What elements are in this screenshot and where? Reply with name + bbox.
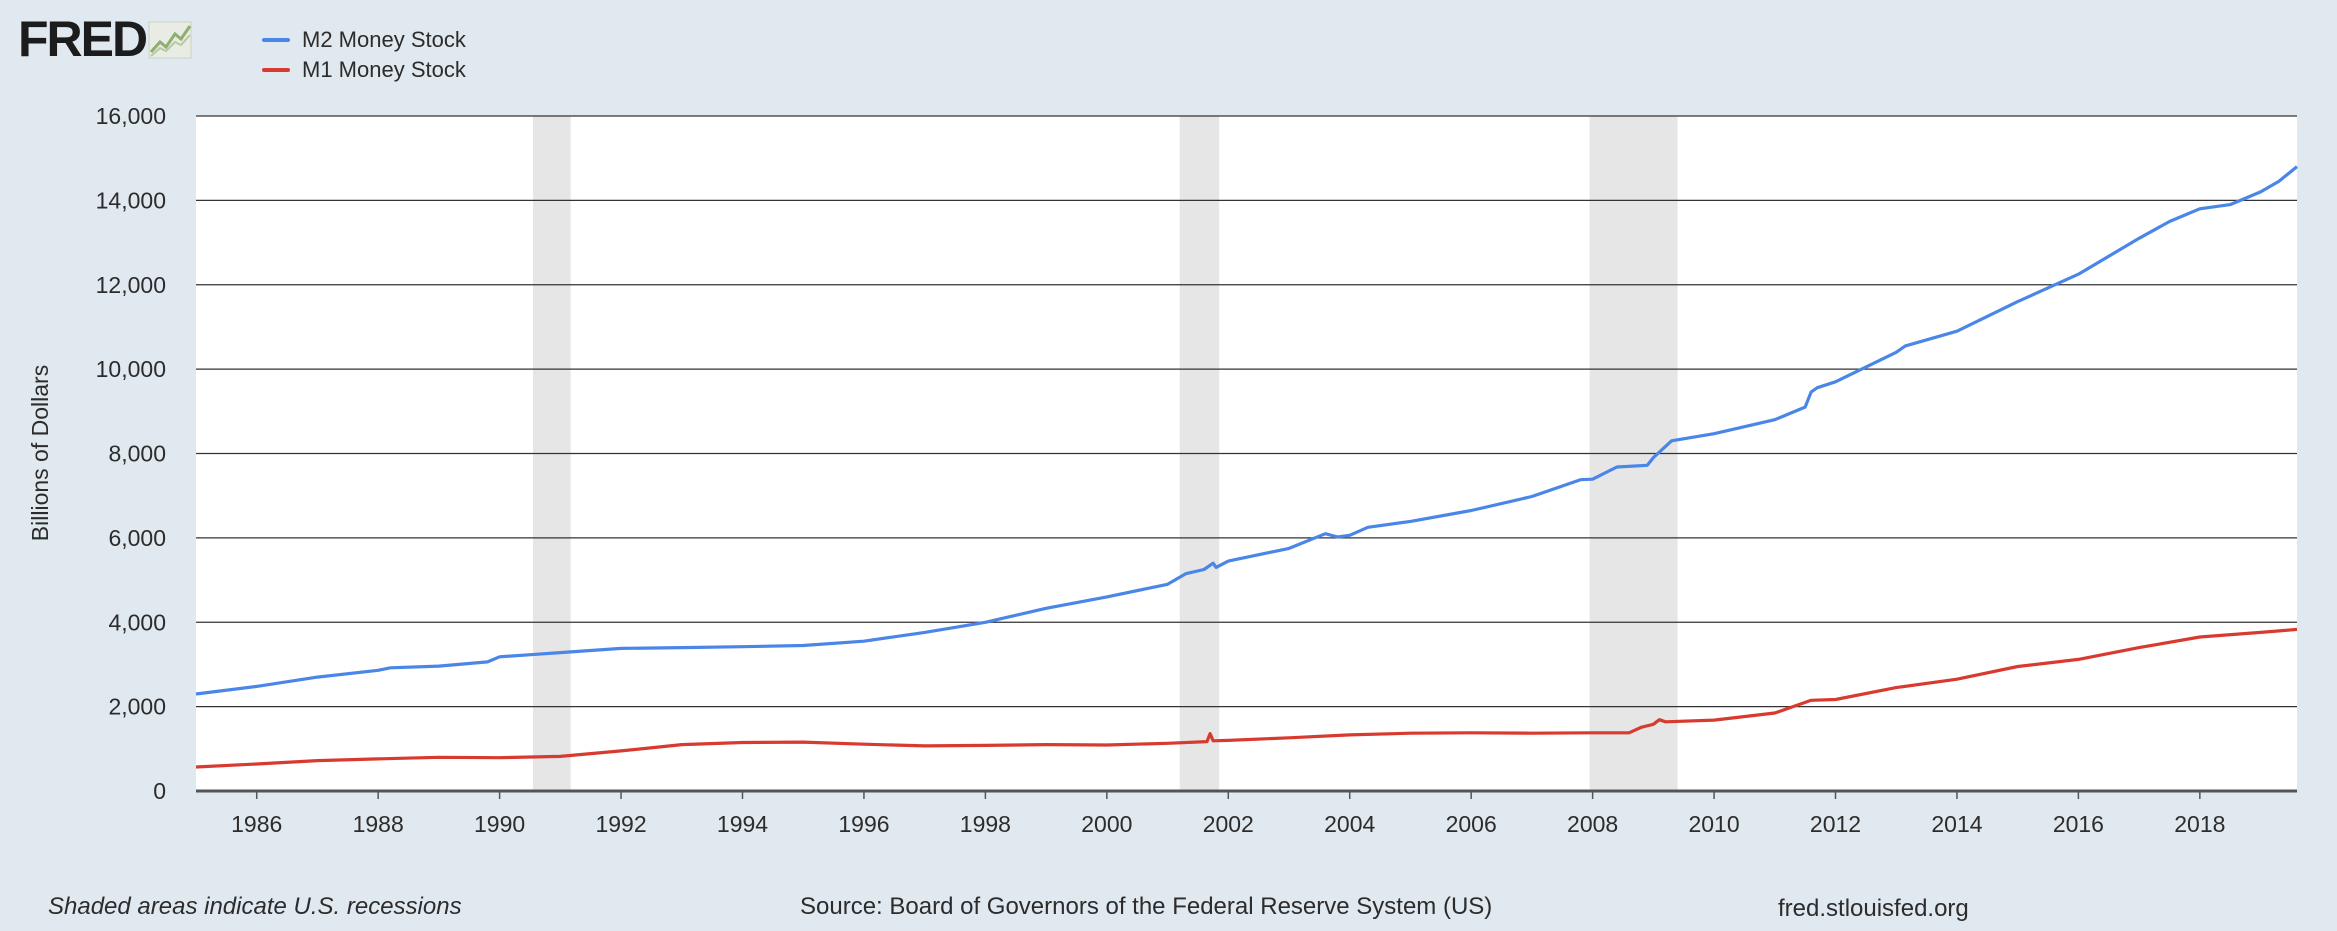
legend-swatch-m1: [262, 68, 290, 72]
x-tick-label: 2004: [1324, 811, 1375, 837]
source-note: Source: Board of Governors of the Federa…: [800, 893, 1493, 920]
y-tick-label: 4,000: [108, 609, 166, 635]
x-tick-label: 2012: [1810, 811, 1861, 837]
y-tick-label: 10,000: [96, 356, 166, 382]
series-line-m2[interactable]: [195, 165, 2299, 696]
x-tick-label: 2002: [1203, 811, 1254, 837]
x-tick-label: 2010: [1688, 811, 1739, 837]
axes: 0 2,000 4,000 6,000 8,000 10,000 12,000 14,000 1…: [96, 103, 2297, 837]
x-tick-label: 1986: [231, 811, 282, 837]
site-link[interactable]: fred.stlouisfed.org: [1778, 895, 1969, 922]
legend-swatch-m2: [262, 38, 290, 42]
x-tick-label: 1998: [960, 811, 1011, 837]
x-tick-label: 2016: [2053, 811, 2104, 837]
x-tick-label: 2000: [1081, 811, 1132, 837]
y-tick-label: 14,000: [96, 187, 166, 213]
series-line-m1[interactable]: [195, 627, 2298, 769]
grid-lines: [196, 115, 2297, 708]
y-tick-label: 2,000: [108, 694, 166, 720]
x-tick-label: 2008: [1567, 811, 1618, 837]
data-series: [195, 165, 2299, 769]
legend-item-m1[interactable]: M1 Money Stock: [262, 55, 466, 85]
x-tick-label: 2014: [1931, 811, 1982, 837]
legend-item-m2[interactable]: M2 Money Stock: [262, 25, 466, 55]
x-tick-label: 1988: [353, 811, 404, 837]
y-tick-label: 16,000: [96, 103, 166, 129]
y-tick-label: 6,000: [108, 525, 166, 551]
recession-note: Shaded areas indicate U.S. recessions: [48, 893, 462, 920]
logo-text: FRED: [18, 11, 148, 67]
y-axis-label: Billions of Dollars: [27, 365, 53, 541]
legend-label-m2: M2 Money Stock: [302, 27, 466, 52]
y-tick-label: 8,000: [108, 441, 166, 467]
x-tick-label: 1994: [717, 811, 768, 837]
x-tick-label: 1992: [595, 811, 646, 837]
x-tick-label: 1990: [474, 811, 525, 837]
chart-legend: M2 Money Stock M1 Money Stock: [262, 25, 466, 85]
y-tick-label: 0: [153, 778, 166, 804]
fred-logo[interactable]: FRED: [18, 14, 194, 64]
x-tick-label: 2018: [2174, 811, 2225, 837]
y-tick-label: 12,000: [96, 272, 166, 298]
x-tick-label: 1996: [838, 811, 889, 837]
x-tick-label: 2006: [1446, 811, 1497, 837]
fred-graph-icon: [148, 21, 192, 59]
legend-label-m1: M1 Money Stock: [302, 57, 466, 82]
